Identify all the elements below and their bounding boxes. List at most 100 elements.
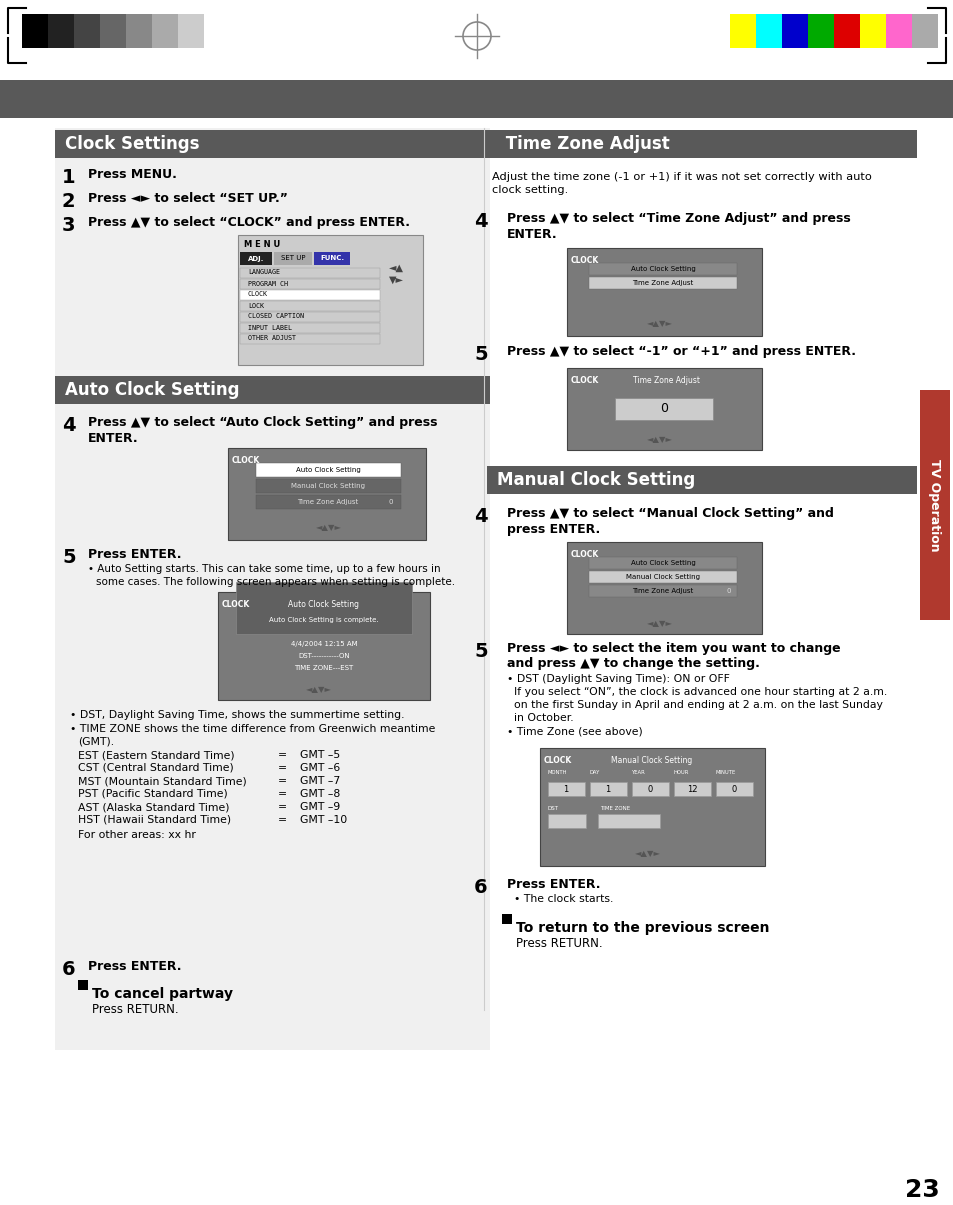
Text: HST (Hawaii Standard Time): HST (Hawaii Standard Time) [78,815,231,825]
Text: 4: 4 [474,212,487,231]
Bar [755,14,781,48]
Text: Time Zone Adjust: Time Zone Adjust [499,135,669,153]
Text: 3: 3 [62,216,75,235]
Bar [255,495,400,509]
Text: ADJ.: ADJ. [248,255,264,261]
Text: =: = [277,789,286,799]
Bar [126,14,152,48]
Text: LOCK: LOCK [248,302,264,308]
Text: Clock Settings: Clock Settings [65,135,199,153]
Bar [55,130,490,158]
Text: Press ◄► to select “SET UP.”: Press ◄► to select “SET UP.” [88,192,288,205]
Bar [807,14,833,48]
Text: ◄▲
▼►: ◄▲ ▼► [388,263,403,284]
Text: Manual Clock Setting: Manual Clock Setting [291,483,365,489]
Bar [486,130,916,158]
Text: Press ▲▼ to select “Manual Clock Setting” and: Press ▲▼ to select “Manual Clock Setting… [506,507,833,521]
Text: OTHER ADJUST: OTHER ADJUST [248,335,295,341]
Text: some cases. The following screen appears when setting is complete.: some cases. The following screen appears… [96,577,455,587]
Text: PROGRAM CH: PROGRAM CH [248,281,288,287]
Text: CLOCK: CLOCK [222,600,250,609]
Text: YEAR: YEAR [631,770,645,775]
Text: DAY: DAY [589,770,599,775]
Bar [631,782,668,797]
Text: GMT –5: GMT –5 [299,750,340,760]
Text: CLOCK: CLOCK [571,549,598,559]
Text: • DST (Daylight Saving Time): ON or OFF: • DST (Daylight Saving Time): ON or OFF [506,674,729,684]
Text: 0: 0 [647,784,652,794]
Text: If you select “ON”, the clock is advanced one hour starting at 2 a.m.: If you select “ON”, the clock is advance… [514,687,886,696]
Bar [833,14,859,48]
Text: • The clock starts.: • The clock starts. [514,894,613,904]
Text: AST (Alaska Standard Time): AST (Alaska Standard Time) [78,803,230,812]
Text: Auto Clock Setting: Auto Clock Setting [295,468,360,474]
Text: Auto Clock Setting: Auto Clock Setting [65,381,239,399]
Text: • Time Zone (see above): • Time Zone (see above) [506,727,642,737]
Text: Press ENTER.: Press ENTER. [88,960,181,972]
Text: Press RETURN.: Press RETURN. [91,1003,178,1016]
Bar [885,14,911,48]
Bar [566,368,761,449]
Text: ◄▲▼►: ◄▲▼► [306,686,332,694]
Bar [859,14,885,48]
Text: and press ▲▼ to change the setting.: and press ▲▼ to change the setting. [506,657,760,670]
Text: Time Zone Adjust: Time Zone Adjust [297,499,358,505]
Bar [235,582,412,634]
Text: Adjust the time zone (-1 or +1) if it was not set correctly with auto: Adjust the time zone (-1 or +1) if it wa… [492,172,871,182]
Text: ENTER.: ENTER. [506,228,558,241]
Text: EST (Eastern Standard Time): EST (Eastern Standard Time) [78,750,234,760]
Bar [240,312,379,322]
Bar [588,571,737,583]
Text: To cancel partway: To cancel partway [91,987,233,1001]
Text: ◄▲▼►: ◄▲▼► [315,523,341,533]
Text: To return to the previous screen: To return to the previous screen [516,921,769,935]
Text: CST (Central Standard Time): CST (Central Standard Time) [78,763,233,772]
Bar [240,334,379,343]
Text: CLOCK: CLOCK [571,255,598,265]
Text: • DST, Daylight Saving Time, shows the summertime setting.: • DST, Daylight Saving Time, shows the s… [70,710,404,721]
Bar [729,14,755,48]
Text: ◄▲▼►: ◄▲▼► [635,850,660,858]
Text: Press ▲▼ to select “Auto Clock Setting” and press: Press ▲▼ to select “Auto Clock Setting” … [88,416,437,429]
Text: GMT –7: GMT –7 [299,776,340,786]
Text: FUNC.: FUNC. [319,255,344,261]
Bar [237,235,422,365]
Bar [588,277,737,289]
Text: ENTER.: ENTER. [88,433,138,445]
Text: =: = [277,776,286,786]
Text: DST-----------ON: DST-----------ON [298,653,350,659]
Text: =: = [277,803,286,812]
Text: 6: 6 [62,960,75,978]
Text: =: = [277,815,286,825]
Text: TIME ZONE: TIME ZONE [599,806,630,811]
Bar [240,268,379,278]
Text: Manual Clock Setting: Manual Clock Setting [625,574,700,580]
Bar [566,542,761,634]
Bar [255,463,400,477]
Text: GMT –9: GMT –9 [299,803,340,812]
Text: Manual Clock Setting: Manual Clock Setting [611,756,692,765]
Text: 4/4/2004 12:15 AM: 4/4/2004 12:15 AM [291,641,357,647]
Text: Auto Clock Setting: Auto Clock Setting [630,266,695,272]
Text: Time Zone Adjust: Time Zone Adjust [632,280,693,286]
Text: 5: 5 [474,642,487,662]
Text: on the first Sunday in April and ending at 2 a.m. on the last Sunday: on the first Sunday in April and ending … [514,700,882,710]
Bar [781,14,807,48]
Bar [204,14,230,48]
Text: 0: 0 [726,588,731,594]
Text: M E N U: M E N U [244,240,280,249]
Text: DST: DST [547,806,558,811]
Bar [55,376,490,404]
Bar [240,280,379,289]
Bar [314,252,350,265]
Bar [0,80,953,118]
Bar [598,815,659,828]
Bar [100,14,126,48]
Bar [240,323,379,333]
Bar [78,980,88,991]
Text: 0: 0 [659,402,667,416]
Text: LANGUAGE: LANGUAGE [248,270,280,276]
Bar [255,480,400,493]
Bar [911,14,937,48]
Bar [218,592,430,700]
